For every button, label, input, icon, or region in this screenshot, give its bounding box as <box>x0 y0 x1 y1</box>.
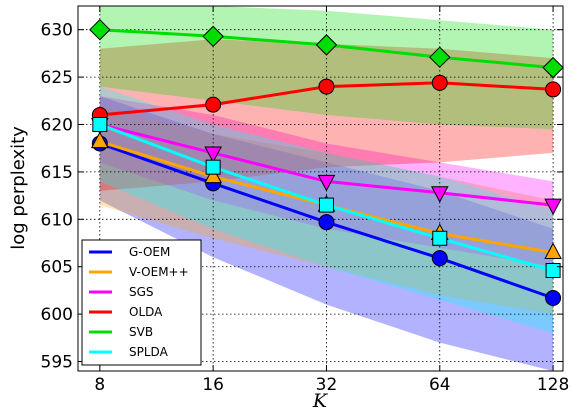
data-point-2-3 <box>430 186 449 203</box>
data-point-2-4 <box>544 198 562 216</box>
data-point-3-3 <box>431 74 448 91</box>
data-point-0-2 <box>318 214 335 231</box>
y-tick-label: 630 <box>41 21 73 41</box>
data-point-5-4 <box>545 263 561 279</box>
y-tick-label: 595 <box>41 353 73 373</box>
data-point-3-1 <box>205 96 222 113</box>
data-point-0-3 <box>431 250 448 267</box>
data-point-1-0 <box>90 131 109 149</box>
data-point-5-3 <box>432 230 448 246</box>
y-tick-label: 620 <box>41 116 73 136</box>
x-tick-labels: 8 16 32 64 128 <box>94 375 569 395</box>
legend-label-4: SVB <box>129 325 153 339</box>
data-point-2-2 <box>317 174 336 192</box>
data-point-3-2 <box>318 78 335 95</box>
x-axis-title: K <box>312 390 329 411</box>
data-point-4-0 <box>89 18 111 41</box>
legend: G-OEM V-OEM++ SGS OLDA SVB SPLDA <box>81 239 202 366</box>
data-point-4-2 <box>315 34 338 56</box>
data-point-4-1 <box>202 25 224 48</box>
y-tick-label: 605 <box>41 258 73 278</box>
legend-label-0: G-OEM <box>129 245 170 259</box>
x-tick-label: 64 <box>429 375 451 395</box>
y-tick-label: 610 <box>41 210 73 230</box>
x-tick-label: 8 <box>94 375 105 395</box>
legend-label-2: SGS <box>129 285 154 299</box>
x-tick-label: 16 <box>202 375 224 395</box>
axis-ticks <box>78 6 563 371</box>
x-tick-label: 128 <box>537 375 569 395</box>
data-point-5-0 <box>92 117 108 133</box>
y-tick-labels: 595 600 605 610 615 620 625 630 <box>41 21 73 373</box>
data-point-1-4 <box>544 242 562 259</box>
data-point-5-2 <box>318 197 334 213</box>
y-tick-label: 600 <box>41 305 73 325</box>
data-point-2-1 <box>204 146 222 164</box>
data-point-1-1 <box>204 166 222 184</box>
y-tick-label: 615 <box>41 163 73 183</box>
legend-label-1: V-OEM++ <box>129 265 189 279</box>
data-point-4-3 <box>429 46 451 68</box>
data-point-4-4 <box>542 56 564 79</box>
legend-label-3: OLDA <box>129 305 163 319</box>
x-tick-label: 32 <box>316 375 338 395</box>
data-point-5-1 <box>205 159 221 175</box>
plot-frame <box>77 5 564 372</box>
y-axis-title: log perplexity <box>8 126 29 250</box>
data-point-3-4 <box>545 81 562 98</box>
legend-label-5: SPLDA <box>129 345 169 359</box>
y-tick-label: 625 <box>41 68 73 88</box>
data-point-0-4 <box>545 290 562 306</box>
series-markers <box>89 18 564 306</box>
legend-frame <box>81 239 202 366</box>
